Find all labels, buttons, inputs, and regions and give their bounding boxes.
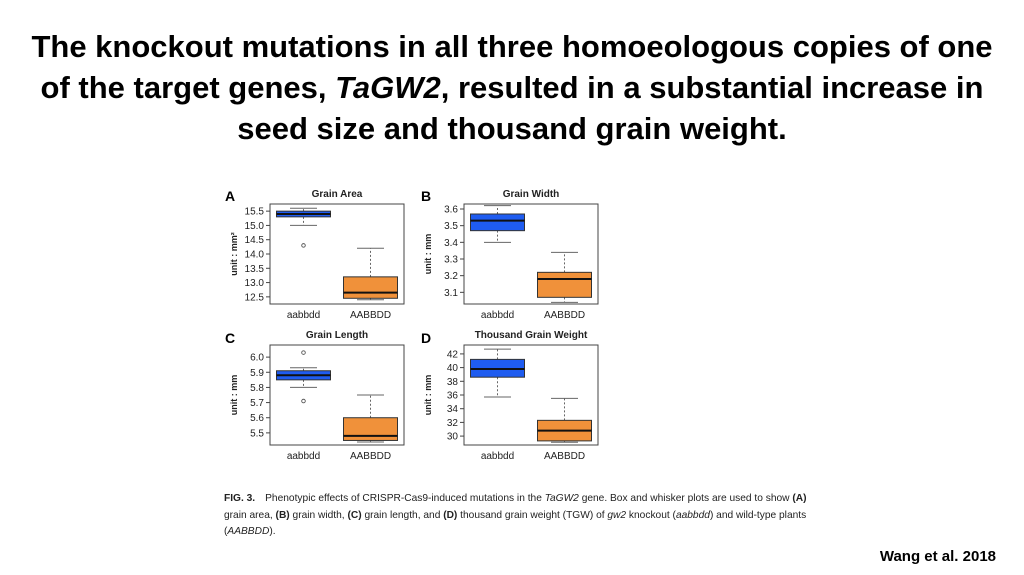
chart-panel-tgw: Thousand Grain Weight 30 32 34 36 38 40 42 unit … — [412, 327, 602, 467]
y-axis-label: unit : mm — [229, 375, 239, 416]
outlier-point — [301, 398, 306, 404]
caption-text: aabbdd — [675, 509, 710, 521]
box-AABBDD — [343, 417, 398, 441]
caption-text: gene. Box and whisker plots are used to … — [578, 493, 793, 504]
x-category-label: aabbdd — [287, 310, 320, 321]
caption-text: grain area, — [224, 509, 276, 521]
panel-letter-c: C — [225, 330, 236, 346]
plot-frame — [269, 344, 405, 446]
caption-text: TaGW2 — [544, 493, 579, 504]
chart-title: Grain Width — [503, 189, 560, 200]
box-AABBDD — [537, 271, 592, 298]
caption-text: knockout ( — [626, 509, 676, 521]
caption-text: thousand grain weight (TGW) of — [457, 509, 608, 521]
chart-panel-grain-length: Grain Length 5.5 5.6 5.7 5.8 5.9 6.0 unit : mm a… — [218, 327, 408, 467]
y-tick-label: 15.0 — [245, 221, 265, 232]
caption-text: grain width, — [289, 509, 348, 521]
caption-text: (C) — [347, 509, 362, 521]
y-tick-label: 3.3 — [444, 255, 458, 266]
y-axis-label: unit : mm — [423, 375, 433, 416]
chart-title: Grain Area — [312, 189, 363, 200]
y-tick-label: 40 — [447, 363, 459, 374]
y-axis-label: unit : mm — [423, 234, 433, 275]
panel-letter-d: D — [421, 330, 432, 346]
chart-panel-grain-area: Grain Area 12.5 13.0 13.5 14.0 14.5 15.0 15.5 un… — [218, 186, 408, 326]
caption-text: (B) — [275, 509, 290, 521]
x-category-label: AABBDD — [544, 451, 585, 462]
title-part1: The knockout mutations in all three homo… — [31, 29, 993, 105]
caption-text: (A) — [792, 493, 807, 504]
caption-text: grain length, and — [361, 509, 444, 521]
chart-svg: Grain Width 3.1 3.2 3.3 3.4 3.5 3.6 unit : mm aa… — [423, 189, 599, 321]
x-category-label: aabbdd — [287, 451, 320, 462]
y-tick-label: 5.7 — [250, 398, 264, 409]
y-tick-label: 30 — [447, 432, 459, 443]
y-tick-label: 3.4 — [444, 238, 458, 249]
y-tick-label: 42 — [447, 349, 459, 360]
y-axis-label: unit : mm² — [229, 232, 239, 276]
y-tick-label: 3.6 — [444, 205, 458, 216]
y-tick-label: 5.9 — [250, 368, 264, 379]
panel-letter-a: A — [225, 188, 236, 204]
y-tick-label: 38 — [447, 377, 459, 388]
x-category-label: AABBDD — [350, 310, 391, 321]
x-category-label: aabbdd — [481, 451, 514, 462]
caption-text: ). — [269, 526, 276, 537]
chart-svg: Grain Length 5.5 5.6 5.7 5.8 5.9 6.0 unit : mm a… — [229, 330, 405, 462]
y-tick-label: 14.5 — [245, 235, 265, 246]
y-tick-label: 36 — [447, 391, 459, 402]
caption-text: Phenotypic effects of CRISPR-Cas9-induce… — [265, 493, 545, 504]
y-tick-label: 5.6 — [250, 413, 264, 424]
caption-fig-label: FIG. 3. — [224, 493, 256, 504]
y-tick-label: 14.0 — [245, 250, 265, 261]
y-tick-label: 15.5 — [245, 207, 265, 218]
y-tick-label: 13.0 — [245, 278, 265, 289]
y-tick-label: 13.5 — [245, 264, 265, 275]
caption-text: (D) — [443, 509, 458, 521]
x-category-label: AABBDD — [544, 310, 585, 321]
x-category-label: aabbdd — [481, 310, 514, 321]
chart-svg: Thousand Grain Weight 30 32 34 36 38 40 42 unit … — [423, 330, 599, 462]
y-tick-label: 34 — [447, 404, 459, 415]
chart-title: Thousand Grain Weight — [475, 330, 588, 341]
y-tick-label: 32 — [447, 418, 459, 429]
y-tick-label: 3.2 — [444, 271, 458, 282]
title-part2: , resulted in a substantial increase in … — [237, 70, 984, 146]
y-tick-label: 12.5 — [245, 292, 265, 303]
y-tick-label: 5.8 — [250, 383, 264, 394]
x-category-label: AABBDD — [350, 451, 391, 462]
y-tick-label: 3.5 — [444, 221, 458, 232]
y-tick-label: 5.5 — [250, 428, 264, 439]
citation: Wang et al. 2018 — [879, 548, 996, 565]
chart-title: Grain Length — [306, 330, 368, 341]
caption-text: ) and wild-type plants ( — [224, 509, 807, 538]
y-tick-label: 3.1 — [444, 288, 458, 299]
box-aabbdd — [470, 213, 525, 232]
panel-letter-b: B — [421, 188, 432, 204]
outlier-point — [301, 243, 306, 248]
title-gene: TaGW2 — [335, 70, 441, 105]
outlier-point — [301, 350, 306, 355]
y-tick-label: 6.0 — [250, 353, 264, 364]
box-AABBDD — [343, 276, 398, 299]
chart-svg: Grain Area 12.5 13.0 13.5 14.0 14.5 15.0 15.5 un… — [229, 189, 405, 321]
plot-frame — [463, 203, 599, 305]
caption-text: AABBDD — [227, 526, 270, 537]
figure-caption: FIG. 3. Phenotypic effects of CRISPR-Cas9… — [224, 491, 824, 541]
slide-title: The knockout mutations in all three homo… — [20, 26, 1004, 149]
caption-text: gw2 — [607, 509, 627, 521]
chart-panel-grain-width: Grain Width 3.1 3.2 3.3 3.4 3.5 3.6 unit : mm aa… — [412, 186, 602, 326]
